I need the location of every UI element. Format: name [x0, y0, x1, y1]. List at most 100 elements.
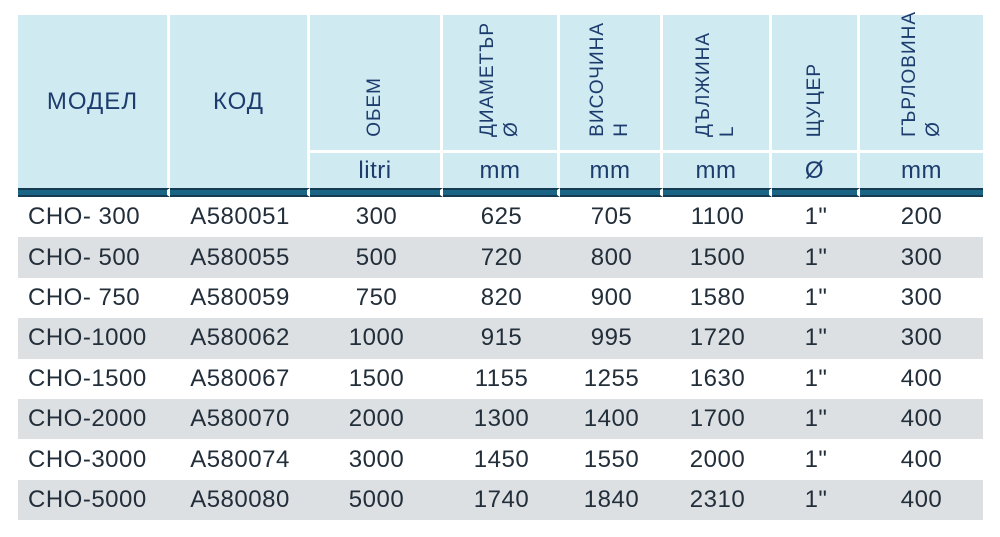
unit-length: mm [663, 150, 772, 188]
cell-neck: 300 [900, 324, 943, 352]
cell-nozzle: 1" [804, 324, 828, 352]
cell-length: 1580 [689, 283, 746, 311]
header-length-label: ДЪЛЖИНА L [693, 32, 738, 137]
product-spec-table: МОДЕЛ КОД ОБЕМ ДИАМЕТЪР Ø ВИСОЧИНА H ДЪЛ… [18, 11, 983, 521]
unit-nozzle: Ø [772, 150, 860, 188]
cell-model: CHO- 300 [28, 203, 141, 231]
cell-volume: 1500 [348, 364, 405, 392]
table-row: CHO- 300 A580051 300 625 705 1100 1" 200 [18, 197, 983, 238]
cell-diameter: 915 [480, 324, 523, 352]
cell-nozzle: 1" [804, 364, 828, 392]
table-row: CHO-1500 A580067 1500 1155 1255 1630 1" … [18, 358, 983, 399]
cell-length: 2310 [689, 485, 746, 513]
cell-volume: 500 [355, 243, 398, 271]
cell-code: A580051 [190, 203, 290, 231]
table-row: CHO- 500 A580055 500 720 800 1500 1" 300 [18, 237, 983, 278]
header-nozzle: ЩУЦЕР [772, 15, 860, 150]
cell-neck: 400 [900, 364, 943, 392]
cell-height: 705 [590, 203, 633, 231]
cell-height: 1400 [583, 405, 640, 433]
teal-divider [663, 188, 772, 197]
header-code: КОД [170, 15, 310, 188]
cell-nozzle: 1" [804, 445, 828, 473]
cell-length: 2000 [689, 445, 746, 473]
teal-divider [18, 188, 170, 197]
table-row: CHO-1000 A580062 1000 915 995 1720 1" 30… [18, 318, 983, 359]
cell-diameter: 625 [480, 203, 523, 231]
cell-diameter: 820 [480, 283, 523, 311]
cell-volume: 2000 [348, 405, 405, 433]
header-height-label: ВИСОЧИНА H [587, 22, 632, 137]
header-model-label: МОДЕЛ [46, 87, 139, 115]
header-model: МОДЕЛ [18, 15, 170, 188]
teal-divider [170, 188, 310, 197]
cell-neck: 400 [900, 485, 943, 513]
cell-model: CHO-2000 [28, 405, 147, 433]
cell-length: 1500 [689, 243, 746, 271]
cell-volume: 3000 [348, 445, 405, 473]
cell-height: 995 [590, 324, 633, 352]
header-neck: ГЪРЛОВИНА Ø [860, 11, 983, 150]
cell-neck: 200 [900, 203, 943, 231]
header-length: ДЪЛЖИНА L [663, 15, 772, 150]
cell-volume: 300 [355, 203, 398, 231]
cell-model: CHO- 750 [28, 283, 141, 311]
header-neck-label: ГЪРЛОВИНА Ø [898, 11, 944, 137]
cell-nozzle: 1" [804, 203, 828, 231]
cell-code: A580055 [190, 243, 290, 271]
cell-code: A580070 [190, 405, 290, 433]
cell-length: 1100 [690, 203, 745, 231]
cell-neck: 400 [900, 405, 943, 433]
cell-nozzle: 1" [804, 283, 828, 311]
cell-neck: 300 [900, 243, 943, 271]
teal-divider [560, 188, 663, 197]
header-height: ВИСОЧИНА H [560, 15, 663, 150]
cell-model: CHO-1500 [28, 364, 147, 392]
cell-volume: 750 [355, 283, 398, 311]
cell-volume: 1000 [348, 324, 405, 352]
teal-divider [772, 188, 860, 197]
cell-code: A580067 [190, 364, 290, 392]
cell-height: 1550 [583, 445, 640, 473]
cell-volume: 5000 [348, 485, 405, 513]
unit-diameter: mm [443, 150, 560, 188]
unit-volume: litri [310, 150, 443, 188]
cell-diameter: 1740 [473, 485, 530, 513]
cell-model: CHO-1000 [28, 324, 147, 352]
cell-code: A580074 [190, 445, 290, 473]
teal-divider [860, 188, 983, 197]
cell-nozzle: 1" [804, 243, 828, 271]
unit-neck: mm [860, 150, 983, 188]
header-volume: ОБЕМ [310, 15, 443, 150]
teal-divider [443, 188, 560, 197]
cell-neck: 400 [900, 445, 943, 473]
cell-code: A580062 [190, 324, 290, 352]
cell-diameter: 1300 [473, 405, 530, 433]
cell-nozzle: 1" [804, 485, 828, 513]
cell-neck: 300 [900, 283, 943, 311]
cell-model: CHO-5000 [28, 485, 147, 513]
cell-height: 800 [590, 243, 633, 271]
header-code-label: КОД [212, 87, 265, 115]
table-row: CHO- 750 A580059 750 820 900 1580 1" 300 [18, 277, 983, 319]
cell-diameter: 1450 [473, 445, 530, 473]
cell-diameter: 1155 [474, 364, 529, 392]
table-row: CHO-2000 A580070 2000 1300 1400 1700 1" … [18, 398, 983, 440]
cell-height: 1840 [583, 485, 640, 513]
cell-height: 900 [590, 283, 633, 311]
teal-divider [310, 188, 443, 197]
cell-nozzle: 1" [804, 405, 828, 433]
cell-model: CHO-3000 [28, 445, 147, 473]
header-nozzle-label: ЩУЦЕР [803, 62, 825, 137]
cell-length: 1700 [689, 405, 746, 433]
header-volume-label: ОБЕМ [364, 77, 386, 137]
cell-length: 1720 [689, 324, 746, 352]
unit-height: mm [560, 150, 663, 188]
header-diameter-label: ДИАМЕТЪР Ø [477, 21, 522, 137]
cell-code: A580059 [190, 283, 290, 311]
cell-length: 1630 [689, 364, 746, 392]
header-diameter: ДИАМЕТЪР Ø [443, 15, 560, 150]
cell-model: CHO- 500 [28, 243, 141, 271]
cell-diameter: 720 [480, 243, 523, 271]
